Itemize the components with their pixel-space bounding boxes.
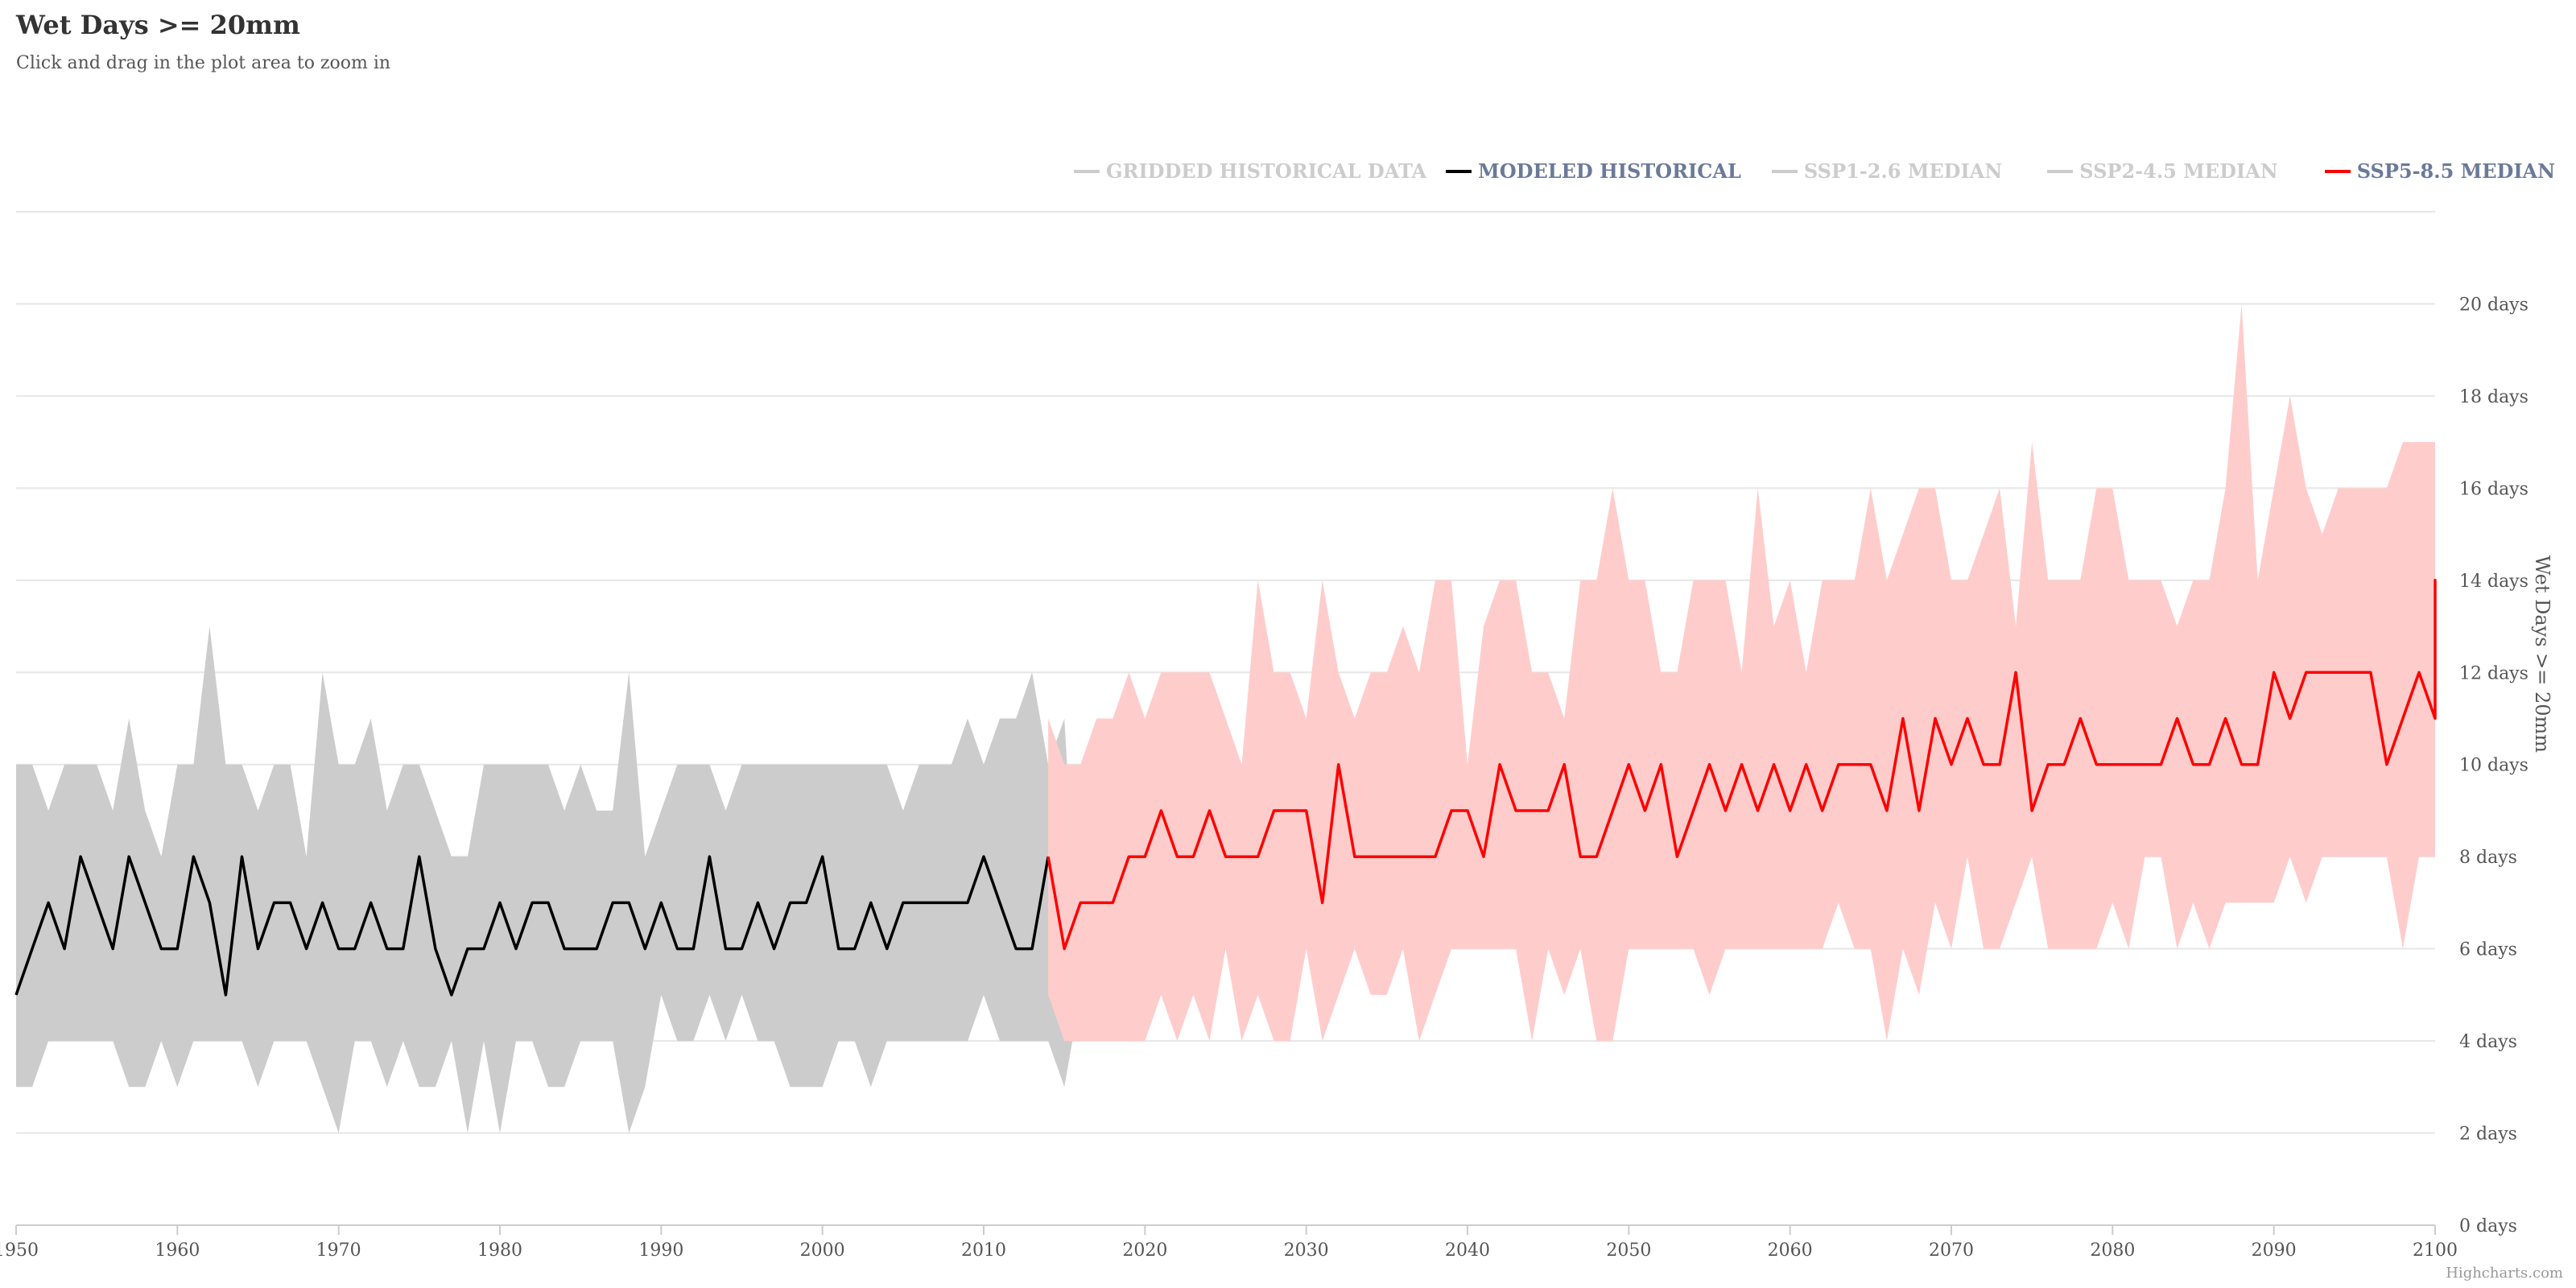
legend-item-gridded-historical[interactable]: GRIDDED HISTORICAL DATA (1074, 159, 1426, 183)
x-tick-label-2030: 2030 (1284, 1241, 1329, 1261)
y-tick-label-20: 20 days (2459, 295, 2529, 315)
chart-title: Wet Days >= 20mm (16, 10, 300, 40)
x-tick-label-1950: 1950 (0, 1241, 39, 1261)
x-tick-label-1970: 1970 (316, 1241, 361, 1261)
legend-label-ssp245-median: SSP2-4.5 MEDIAN (2079, 159, 2278, 183)
legend-swatch-ssp126-median (1771, 169, 1798, 173)
legend-label-ssp585-median: SSP5-8.5 MEDIAN (2356, 159, 2556, 183)
x-tick-label-2070: 2070 (1929, 1241, 1974, 1261)
series-line-1 (1046, 579, 2437, 951)
x-tick-label-2000: 2000 (800, 1241, 845, 1261)
axes: 0 days 2 days 4 days 6 days 8 days 10 days 12 … (0, 295, 2553, 1261)
x-tick-label-2080: 2080 (2090, 1241, 2135, 1261)
x-tick-label-1960: 1960 (155, 1241, 200, 1261)
x-tick-label-2090: 2090 (2252, 1241, 2297, 1261)
legend-item-ssp126-median[interactable]: SSP1-2.6 MEDIAN (1771, 159, 2003, 183)
x-tick-label-1980: 1980 (477, 1241, 522, 1261)
x-tick-label-2010: 2010 (961, 1241, 1006, 1261)
range-areas (16, 303, 2435, 1133)
legend-item-ssp585-median[interactable]: SSP5-8.5 MEDIAN (2324, 159, 2556, 183)
range-area-1 (1048, 303, 2435, 1042)
y-tick-label-18: 18 days (2459, 387, 2529, 407)
legend-label-gridded-historical: GRIDDED HISTORICAL DATA (1106, 159, 1427, 183)
legend-swatch-modeled-historical (1446, 169, 1472, 173)
y-tick-label-0: 0 days (2459, 1216, 2517, 1236)
series-line-0 (14, 855, 1050, 997)
y-tick-label-2: 2 days (2459, 1125, 2517, 1145)
y-tick-label-10: 10 days (2459, 756, 2529, 776)
legend-item-ssp245-median[interactable]: SSP2-4.5 MEDIAN (2047, 159, 2278, 183)
y-tick-label-14: 14 days (2459, 572, 2529, 592)
y-tick-label-8: 8 days (2459, 848, 2517, 868)
y-tick-label-16: 16 days (2459, 479, 2529, 499)
chart-credits[interactable]: Highcharts.com (2446, 1265, 2563, 1282)
legend-label-modeled-historical: MODELED HISTORICAL (1478, 159, 1741, 183)
y-tick-label-12: 12 days (2459, 663, 2529, 683)
legend-item-modeled-historical[interactable]: MODELED HISTORICAL (1446, 159, 1741, 183)
x-tick-label-2050: 2050 (1606, 1241, 1651, 1261)
legend-swatch-ssp245-median (2047, 169, 2074, 173)
x-tick-label-2040: 2040 (1445, 1241, 1490, 1261)
x-tick-label-2100: 2100 (2413, 1241, 2458, 1261)
y-axis-title: Wet Days >= 20mm (2531, 555, 2553, 753)
x-tick-label-2020: 2020 (1122, 1241, 1167, 1261)
series-lines (14, 579, 2437, 997)
legend-swatch-gridded-historical (1074, 169, 1100, 173)
legend-swatch-ssp585-median (2324, 169, 2351, 173)
y-tick-label-6: 6 days (2459, 940, 2517, 960)
chart-subtitle: Click and drag in the plot area to zoom … (16, 53, 391, 73)
chart-legend: GRIDDED HISTORICAL DATA MODELED HISTORIC… (1074, 159, 2555, 183)
legend-label-ssp126-median: SSP1-2.6 MEDIAN (1803, 159, 2003, 183)
y-tick-label-4: 4 days (2459, 1032, 2517, 1052)
range-area-0 (16, 626, 1081, 1133)
x-tick-label-2060: 2060 (1768, 1241, 1813, 1261)
x-tick-label-1990: 1990 (638, 1241, 683, 1261)
